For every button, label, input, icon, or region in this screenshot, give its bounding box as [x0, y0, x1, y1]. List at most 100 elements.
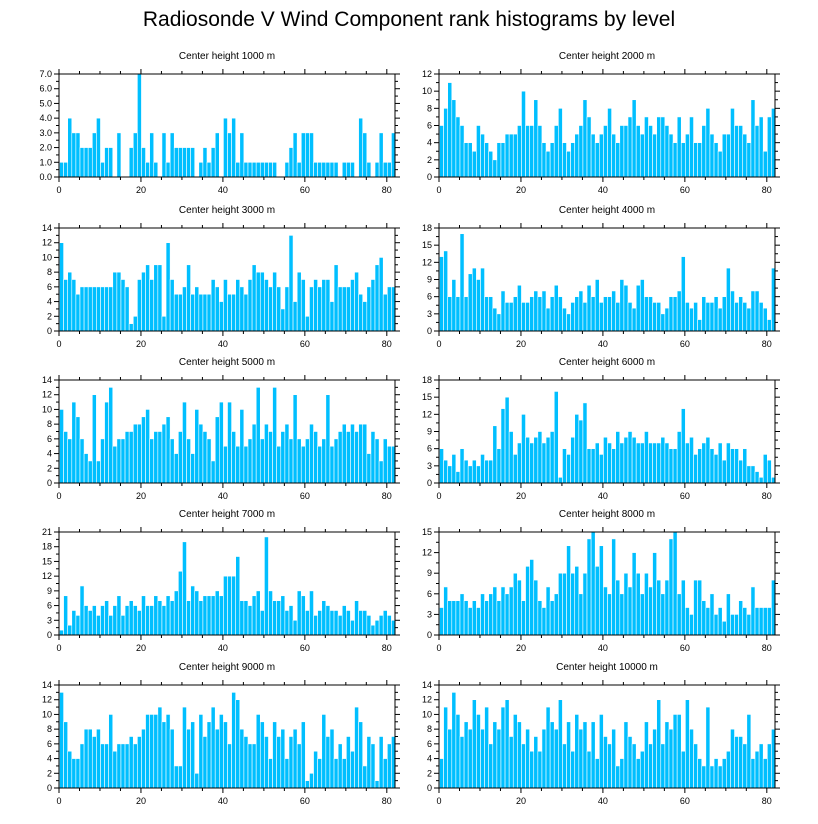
bar — [128, 736, 134, 789]
bar — [754, 607, 760, 636]
bar — [329, 728, 335, 789]
bar — [603, 436, 608, 484]
bar — [607, 442, 612, 484]
bar — [202, 736, 208, 789]
bar — [676, 290, 682, 332]
y-tick-label: 8 — [427, 724, 432, 734]
bar — [574, 133, 580, 178]
bar — [734, 448, 739, 484]
bar — [75, 293, 81, 332]
bar — [259, 438, 265, 484]
bar — [67, 271, 73, 332]
bar — [337, 615, 343, 636]
bar — [325, 279, 331, 332]
bar — [165, 595, 171, 636]
bar — [701, 442, 707, 484]
bar — [206, 161, 212, 178]
y-tick-label: 6 — [427, 589, 432, 599]
bar — [459, 593, 465, 636]
y-tick-label: 0 — [427, 783, 432, 793]
bar — [476, 714, 481, 789]
bar — [354, 271, 359, 332]
bar — [713, 142, 719, 178]
bar — [284, 286, 290, 332]
bar — [116, 743, 122, 789]
bar — [664, 307, 670, 332]
bar — [562, 307, 567, 332]
bar — [141, 595, 146, 636]
bar — [259, 161, 265, 178]
bar — [186, 147, 191, 178]
bar — [251, 423, 257, 484]
bar — [386, 743, 392, 789]
bar — [607, 743, 612, 789]
bar — [558, 108, 563, 178]
bar — [296, 271, 302, 332]
bar — [190, 293, 196, 332]
bar — [512, 133, 518, 178]
bar — [443, 586, 449, 636]
bar — [128, 323, 134, 332]
bar — [693, 454, 698, 484]
bar — [247, 743, 253, 789]
bar — [619, 593, 625, 636]
y-tick-label: 0 — [427, 478, 432, 488]
y-tick-label: 12 — [422, 695, 432, 705]
bar — [705, 607, 711, 636]
bar — [562, 142, 567, 178]
bar — [214, 132, 220, 178]
y-tick-label: 6 — [47, 434, 52, 444]
bar — [623, 721, 629, 789]
bar — [644, 572, 649, 636]
bar — [202, 147, 208, 178]
bar — [329, 301, 335, 332]
bar — [87, 460, 93, 484]
bar — [746, 614, 752, 636]
bar — [120, 279, 126, 332]
y-tick-label: 15 — [422, 527, 432, 537]
bar — [689, 614, 694, 636]
bar — [67, 750, 73, 789]
bar — [182, 401, 187, 484]
bar — [354, 431, 359, 484]
bar — [96, 728, 101, 789]
bar — [738, 296, 744, 332]
bar — [439, 256, 444, 332]
bar — [198, 423, 204, 484]
bar — [112, 750, 118, 789]
y-tick-label: 8 — [47, 267, 52, 277]
y-tick-label: 4.0 — [39, 113, 52, 123]
bar — [247, 161, 253, 178]
bar — [545, 586, 551, 636]
bar — [108, 286, 114, 332]
bar — [734, 614, 739, 636]
bar — [488, 150, 494, 178]
bar — [346, 161, 351, 178]
bar — [182, 706, 187, 789]
bar — [227, 401, 232, 484]
bar — [382, 438, 388, 484]
bar — [329, 610, 335, 636]
bar — [750, 586, 756, 636]
bar — [500, 142, 506, 178]
x-tick-label: 40 — [218, 339, 228, 349]
bar — [603, 586, 608, 636]
x-tick-label: 20 — [516, 643, 526, 653]
bar — [296, 590, 302, 636]
bar — [288, 605, 294, 636]
x-tick-label: 20 — [516, 339, 526, 349]
bar — [726, 442, 731, 484]
x-tick-label: 40 — [218, 185, 228, 195]
bar — [272, 387, 277, 484]
bar — [525, 728, 530, 789]
bar — [333, 438, 339, 484]
bar — [296, 161, 302, 178]
bar — [672, 448, 678, 484]
bar — [243, 736, 249, 789]
bar — [746, 714, 752, 789]
bar — [627, 116, 633, 178]
bar — [79, 286, 85, 332]
bar — [545, 307, 551, 332]
bar — [529, 296, 535, 332]
bar — [59, 242, 64, 332]
